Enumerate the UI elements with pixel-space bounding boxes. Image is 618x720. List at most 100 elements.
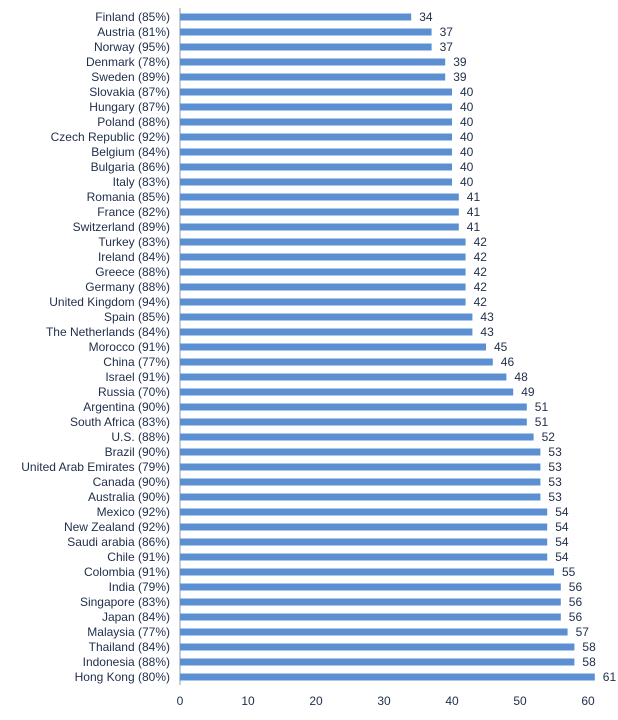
- category-label: Slovakia (87%): [89, 85, 170, 99]
- bar: [180, 358, 493, 366]
- data-label: 51: [535, 400, 549, 414]
- data-label: 52: [542, 430, 556, 444]
- category-label: Poland (88%): [97, 115, 170, 129]
- data-label: 48: [514, 370, 528, 384]
- data-label: 42: [474, 280, 488, 294]
- data-label: 43: [480, 325, 494, 339]
- bar: [180, 478, 541, 486]
- category-label: Singapore (83%): [80, 595, 170, 609]
- category-label: Mexico (92%): [97, 505, 170, 519]
- data-label: 54: [555, 550, 569, 564]
- category-label: Thailand (84%): [89, 640, 170, 654]
- bar: [180, 418, 527, 426]
- category-label: Malaysia (77%): [87, 625, 170, 639]
- data-label: 58: [582, 640, 596, 654]
- bar: [180, 298, 466, 306]
- category-label: Saudi arabia (86%): [67, 535, 170, 549]
- data-label: 34: [419, 10, 433, 24]
- category-label: Ireland (84%): [98, 250, 170, 264]
- bar: [180, 403, 527, 411]
- data-label: 42: [474, 265, 488, 279]
- category-label: Colombia (91%): [84, 565, 170, 579]
- bar: [180, 553, 548, 561]
- bar: [180, 208, 459, 216]
- category-label: Germany (88%): [85, 280, 170, 294]
- category-label: Canada (90%): [93, 475, 170, 489]
- data-label: 54: [555, 520, 569, 534]
- data-label: 41: [467, 205, 481, 219]
- bar: [180, 328, 473, 336]
- data-label: 39: [453, 55, 467, 69]
- category-label: Morocco (91%): [89, 340, 170, 354]
- category-label: Belgium (84%): [91, 145, 170, 159]
- category-label: Switzerland (89%): [73, 220, 170, 234]
- category-label: Romania (85%): [87, 190, 170, 204]
- bar: [180, 568, 554, 576]
- data-label: 56: [569, 595, 583, 609]
- data-label: 42: [474, 250, 488, 264]
- category-label: Finland (85%): [95, 10, 170, 24]
- bar: [180, 313, 473, 321]
- data-label: 56: [569, 610, 583, 624]
- bar: [180, 613, 561, 621]
- category-label: United Kingdom (94%): [49, 295, 170, 309]
- data-label: 53: [548, 445, 562, 459]
- data-label: 51: [535, 415, 549, 429]
- category-label: Bulgaria (86%): [91, 160, 170, 174]
- data-label: 56: [569, 580, 583, 594]
- data-label: 58: [582, 655, 596, 669]
- category-label: Sweden (89%): [91, 70, 170, 84]
- data-label: 40: [460, 175, 474, 189]
- category-label: Indonesia (88%): [83, 655, 170, 669]
- data-label: 37: [440, 25, 454, 39]
- bar: [180, 463, 541, 471]
- bar: [180, 148, 452, 156]
- category-label: United Arab Emirates (79%): [21, 460, 170, 474]
- category-label: Denmark (78%): [86, 55, 170, 69]
- bar: [180, 13, 412, 21]
- category-label: Hong Kong (80%): [75, 670, 170, 684]
- data-label: 40: [460, 145, 474, 159]
- bar: [180, 88, 452, 96]
- bar: [180, 673, 595, 681]
- category-label: Japan (84%): [102, 610, 170, 624]
- bar: [180, 133, 452, 141]
- bar: [180, 253, 466, 261]
- bar: [180, 178, 452, 186]
- category-label: Greece (88%): [95, 265, 170, 279]
- bar: [180, 268, 466, 276]
- x-tick-label: 50: [513, 694, 527, 708]
- data-label: 37: [440, 40, 454, 54]
- category-label: Spain (85%): [104, 310, 170, 324]
- bar: [180, 373, 507, 381]
- data-label: 54: [555, 505, 569, 519]
- data-label: 55: [562, 565, 576, 579]
- data-label: 46: [501, 355, 515, 369]
- category-label: Russia (70%): [98, 385, 170, 399]
- bar: [180, 58, 446, 66]
- x-tick-label: 60: [581, 694, 595, 708]
- bar: [180, 103, 452, 111]
- x-tick-label: 20: [309, 694, 323, 708]
- data-label: 40: [460, 100, 474, 114]
- category-label: Israel (91%): [105, 370, 170, 384]
- bar: [180, 583, 561, 591]
- category-label: Australia (90%): [88, 490, 170, 504]
- data-label: 41: [467, 190, 481, 204]
- bar: [180, 193, 459, 201]
- bar: [180, 73, 446, 81]
- category-label: Italy (83%): [113, 175, 170, 189]
- category-label: France (82%): [97, 205, 170, 219]
- data-label: 42: [474, 295, 488, 309]
- category-label: Czech Republic (92%): [51, 130, 170, 144]
- data-label: 54: [555, 535, 569, 549]
- bar: [180, 598, 561, 606]
- data-label: 49: [521, 385, 535, 399]
- data-label: 53: [548, 490, 562, 504]
- bar: [180, 28, 432, 36]
- bar: [180, 223, 459, 231]
- bar: [180, 643, 575, 651]
- bar: [180, 493, 541, 501]
- bar: [180, 538, 548, 546]
- data-label: 39: [453, 70, 467, 84]
